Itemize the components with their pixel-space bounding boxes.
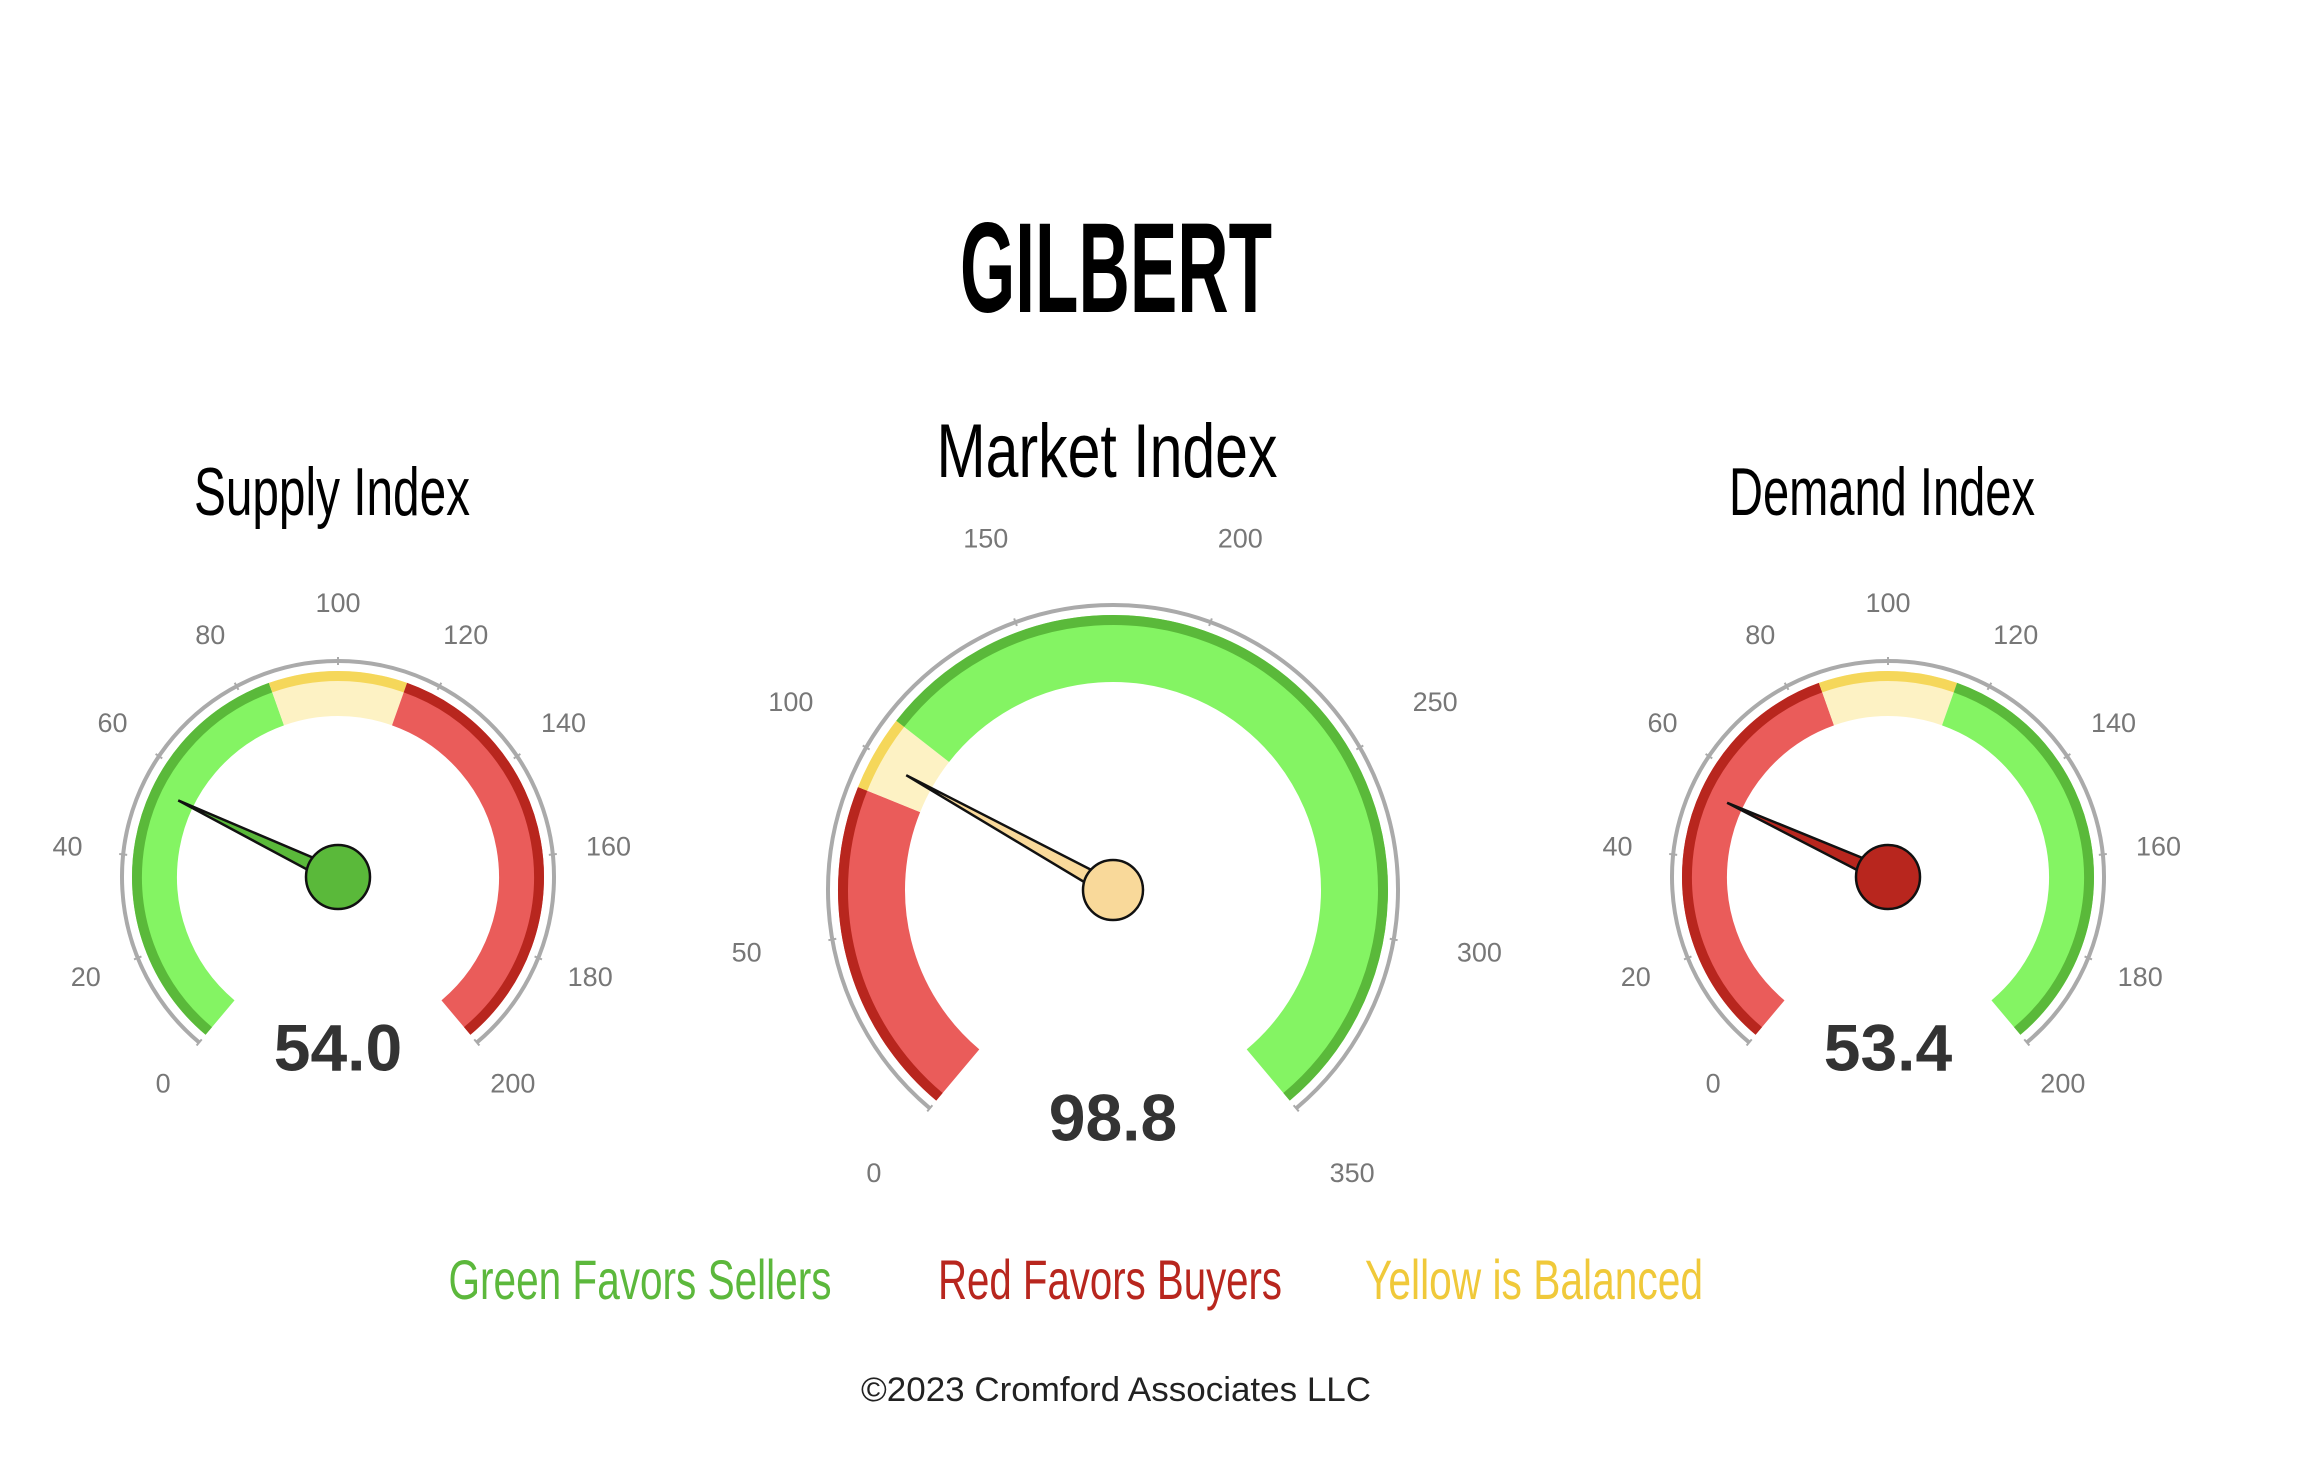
- gauge-rim: [826, 602, 1400, 1110]
- tick-mark: [1013, 618, 1018, 627]
- tick-mark: [2063, 753, 2071, 760]
- tick-label: 180: [568, 962, 613, 992]
- tick-label: 60: [97, 708, 127, 738]
- tick-mark: [233, 682, 240, 691]
- gauge-band: [132, 682, 285, 1035]
- tick-mark: [1389, 937, 1398, 942]
- tick-mark: [1783, 682, 1790, 691]
- tick-label: 60: [1647, 708, 1677, 738]
- tick-label: 40: [1602, 832, 1632, 862]
- tick-mark: [1683, 955, 1692, 961]
- tick-label: 40: [52, 832, 82, 862]
- tick-label: 350: [1330, 1158, 1375, 1188]
- tick-mark: [828, 937, 837, 942]
- tick-label: 200: [1218, 524, 1263, 554]
- tick-label: 80: [195, 620, 225, 650]
- gauge-band-edge: [1682, 682, 1823, 1035]
- legend-note: Green Favors Sellers: [449, 1248, 832, 1311]
- tick-mark: [513, 753, 521, 760]
- gauge-band-edge: [403, 682, 544, 1035]
- gauge-band-edge: [838, 786, 943, 1101]
- tick-label: 120: [443, 620, 488, 650]
- tick-mark: [1355, 744, 1364, 751]
- tick-label: 150: [963, 524, 1008, 554]
- tick-label: 0: [156, 1068, 171, 1098]
- tick-label: 100: [1865, 588, 1910, 618]
- needle-pivot: [304, 843, 372, 911]
- gauge-title: Supply Index: [194, 454, 470, 530]
- footer: ©2023 Cromford Associates LLC: [861, 1371, 1371, 1409]
- gauge-band-edge: [268, 671, 408, 693]
- gauge-band: [838, 787, 980, 1101]
- tick-mark: [195, 1038, 203, 1047]
- gauge-band-edge: [1953, 682, 2094, 1035]
- tick-label: 0: [866, 1158, 881, 1188]
- tick-label: 200: [490, 1068, 535, 1098]
- tick-label: 100: [315, 588, 360, 618]
- value-label: 98.8: [1049, 1080, 1177, 1154]
- tick-mark: [133, 955, 142, 961]
- tick-mark: [1705, 753, 1713, 760]
- tick-label: 0: [1706, 1068, 1721, 1098]
- tick-label: 20: [1621, 962, 1651, 992]
- gauge-band-edge: [896, 614, 1388, 1101]
- gauge-band: [1818, 671, 1958, 726]
- gauge-band: [858, 720, 950, 813]
- page-title: GILBERT: [960, 197, 1272, 340]
- tick-mark: [2084, 955, 2093, 961]
- tick-label: 120: [1993, 620, 2038, 650]
- tick-label: 20: [71, 962, 101, 992]
- gauge-title: Market Index: [937, 409, 1278, 494]
- tick-label: 300: [1457, 938, 1502, 968]
- gauge-band: [268, 671, 408, 726]
- legend-note: Red Favors Buyers: [938, 1248, 1282, 1311]
- tick-label: 140: [541, 708, 586, 738]
- tick-mark: [1292, 1104, 1300, 1113]
- gauge-band: [1682, 682, 1835, 1035]
- needle-pivot: [1854, 843, 1922, 911]
- tick-label: 80: [1745, 620, 1775, 650]
- tick-label: 160: [2136, 832, 2181, 862]
- tick-label: 160: [586, 832, 631, 862]
- tick-label: 140: [2091, 708, 2136, 738]
- tick-label: 100: [768, 687, 813, 717]
- tick-mark: [548, 853, 557, 856]
- tick-mark: [926, 1104, 934, 1113]
- tick-mark: [862, 744, 871, 751]
- gauge-title: Demand Index: [1729, 454, 2035, 530]
- tick-mark: [1986, 682, 1993, 691]
- gauge-band-edge: [858, 720, 905, 791]
- gauge-band-edge: [132, 682, 273, 1035]
- gauge-band-edge: [1818, 671, 1958, 693]
- gauge-band: [896, 615, 1388, 1101]
- tick-mark: [2023, 1038, 2031, 1047]
- tick-mark: [119, 853, 128, 856]
- gauge-band: [391, 682, 544, 1035]
- value-label: 53.4: [1824, 1010, 1953, 1084]
- tick-mark: [1745, 1038, 1753, 1047]
- needle-pivot: [1081, 858, 1145, 922]
- tick-label: 250: [1413, 687, 1458, 717]
- tick-mark: [534, 955, 543, 961]
- tick-mark: [436, 682, 443, 691]
- tick-mark: [2098, 853, 2107, 856]
- tick-label: 200: [2040, 1068, 2085, 1098]
- tick-mark: [1208, 618, 1213, 627]
- gauge-band: [1941, 682, 2094, 1035]
- tick-mark: [1669, 853, 1678, 856]
- tick-mark: [473, 1038, 481, 1047]
- tick-mark: [155, 753, 163, 760]
- value-label: 54.0: [274, 1010, 402, 1084]
- tick-label: 180: [2118, 962, 2163, 992]
- tick-label: 50: [732, 938, 762, 968]
- legend-note: Yellow is Balanced: [1365, 1248, 1703, 1311]
